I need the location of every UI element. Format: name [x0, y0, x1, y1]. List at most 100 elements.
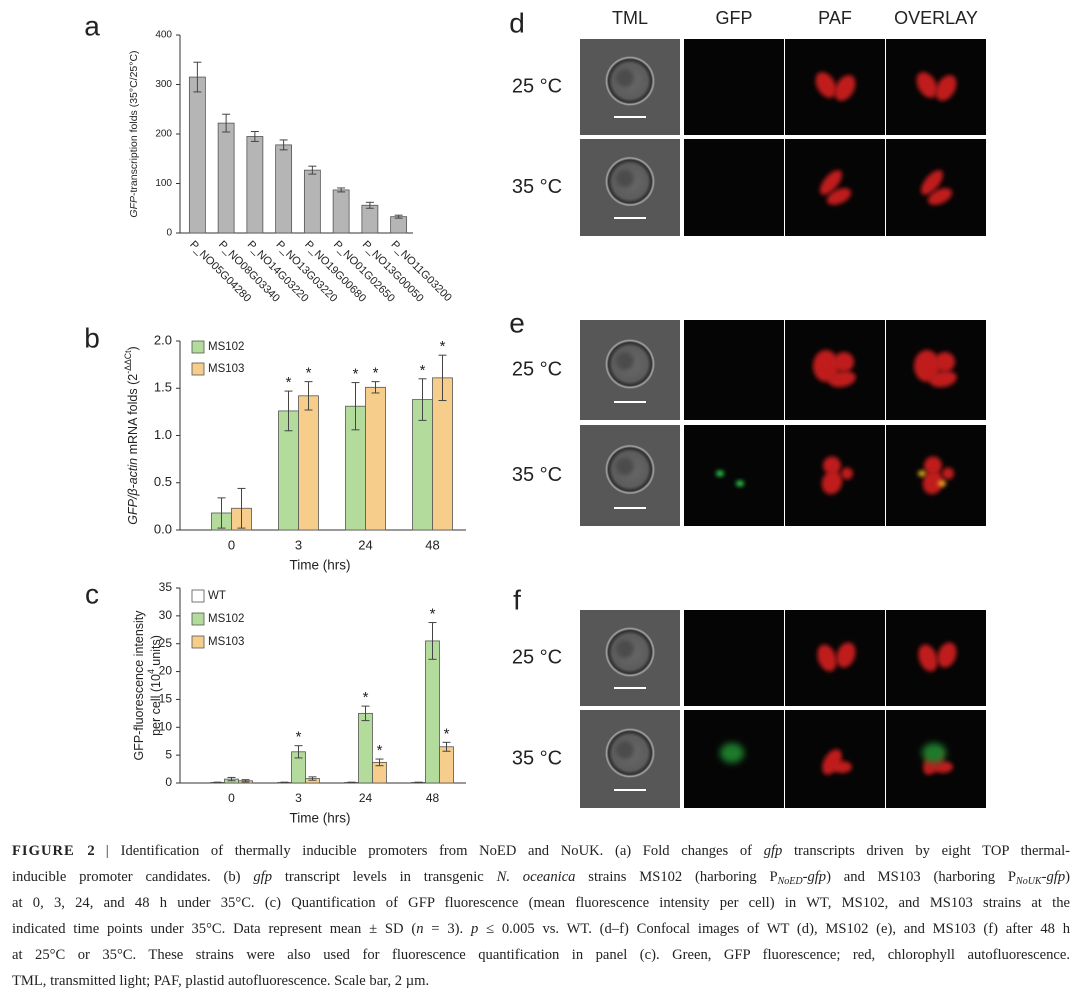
- row-label: 25 °C: [512, 75, 562, 97]
- chloroplast: [937, 642, 957, 668]
- bar: [298, 395, 319, 531]
- significance-marker: *: [286, 374, 292, 391]
- bar: [275, 144, 293, 234]
- error-bar: [250, 131, 259, 142]
- caption-text: inducible promoter candidates. (b): [12, 869, 254, 885]
- panel-label: d: [509, 7, 525, 38]
- error-bar: [371, 381, 380, 394]
- caption-text: gfp: [253, 869, 272, 885]
- significance-marker: *: [377, 742, 383, 759]
- chloroplast: [918, 644, 938, 672]
- caption-text: strains MS102 (harboring P: [575, 869, 778, 885]
- caption-text: -: [802, 869, 808, 885]
- chloroplast: [817, 644, 837, 672]
- caption-text: p: [470, 921, 479, 937]
- cell-texture: [616, 457, 634, 476]
- legend-label: MS103: [208, 363, 244, 375]
- y-axis-label: GFP/β-actin mRNA folds (2-ΔΔCt): [123, 346, 140, 524]
- gfp-signal: [720, 743, 744, 763]
- cell-texture: [616, 352, 634, 370]
- error-bar: [347, 781, 356, 784]
- x-tick-label: 3: [295, 537, 302, 552]
- chloroplast: [922, 470, 944, 495]
- chloroplast: [942, 467, 954, 480]
- caption-text: ): [1065, 869, 1070, 885]
- caption-text: ) and MS103 (harboring P: [826, 869, 1017, 885]
- caption-text: n: [416, 921, 424, 937]
- error-bar: [428, 622, 437, 660]
- chloroplast: [826, 188, 852, 205]
- error-bar: [442, 741, 451, 752]
- chloroplast: [813, 350, 839, 382]
- y-axis-label: GFP-transcription folds (35°C/25°C): [128, 50, 140, 217]
- significance-marker: *: [373, 365, 379, 382]
- micrograph-tile: [886, 425, 986, 526]
- legend-swatch: [191, 340, 205, 354]
- caption-line: indicated time points under 35°C. Data r…: [12, 916, 1070, 942]
- cell-texture: [616, 169, 634, 188]
- micrograph-tile: [684, 710, 784, 808]
- bar: [217, 122, 235, 234]
- y-tick-label: 0.5: [154, 474, 172, 489]
- label-part: units): [149, 635, 163, 669]
- significance-marker: *: [430, 606, 436, 623]
- y-tick-label: 300: [155, 79, 172, 90]
- y-tick-label: 30: [159, 608, 173, 622]
- caption-text: NoED: [777, 876, 803, 887]
- column-header: PAF: [818, 8, 852, 28]
- y-tick-label: 20: [159, 664, 173, 678]
- legend-label: MS103: [208, 636, 244, 648]
- error-bar: [375, 758, 384, 767]
- bar: [358, 712, 373, 784]
- chloroplast: [834, 352, 854, 372]
- micrograph-tile: [580, 425, 680, 526]
- caption-text: at 25°C or 35°C. These strains were also…: [12, 947, 1070, 963]
- error-bar: [418, 378, 427, 421]
- tile-background: [684, 610, 784, 706]
- y-tick-label: 1.5: [154, 380, 172, 395]
- chloroplast: [927, 188, 953, 205]
- error-bar: [217, 497, 226, 529]
- micrograph-tile: [785, 139, 885, 236]
- column-header: OVERLAY: [894, 8, 978, 28]
- caption-text: gfp: [763, 843, 783, 859]
- error-bar: [280, 781, 289, 784]
- chloroplast: [836, 642, 856, 668]
- label-part: per cell (10: [149, 674, 163, 736]
- micrograph-tile: [684, 610, 784, 706]
- chloroplast: [828, 370, 856, 388]
- legend-swatch: [191, 589, 205, 603]
- micrograph-tile: [580, 610, 680, 706]
- label-part: GFP: [128, 196, 140, 218]
- micrograph-tile: [785, 320, 885, 420]
- caption-text: gfp: [1046, 869, 1066, 885]
- column-header: TML: [612, 8, 648, 28]
- x-tick-label: 24: [359, 791, 373, 805]
- label-part: mRNA folds (2: [126, 374, 140, 458]
- caption-text: transcripts driven by eight TOP thermal-: [782, 843, 1071, 859]
- error-bar: [294, 745, 303, 759]
- tile-background: [684, 320, 784, 420]
- chloroplast: [933, 761, 953, 773]
- micrograph-tile: [886, 610, 986, 706]
- legend-swatch: [191, 362, 205, 376]
- caption-label: FIGURE 2: [12, 843, 96, 859]
- x-tick-label: 0: [228, 791, 235, 805]
- caption-text: = 3).: [423, 921, 471, 937]
- row-label: 35 °C: [512, 747, 562, 769]
- error-bar: [222, 113, 231, 133]
- label-part: -transcription folds (35°C/25°C): [128, 50, 140, 196]
- bar: [303, 169, 321, 234]
- bar: [332, 189, 350, 234]
- y-tick-label: 35: [159, 580, 173, 594]
- micrograph-tile: [785, 425, 885, 526]
- y-tick-label: 2.0: [154, 332, 172, 347]
- error-bar: [394, 214, 403, 219]
- y-axis-label: GFP-fluorescence intensity: [132, 610, 146, 761]
- significance-marker: *: [306, 365, 312, 382]
- y-tick-label: 100: [155, 178, 172, 189]
- micrograph-tile: [886, 320, 986, 420]
- row-label: 35 °C: [512, 464, 562, 486]
- micrograph-tile: [580, 139, 680, 236]
